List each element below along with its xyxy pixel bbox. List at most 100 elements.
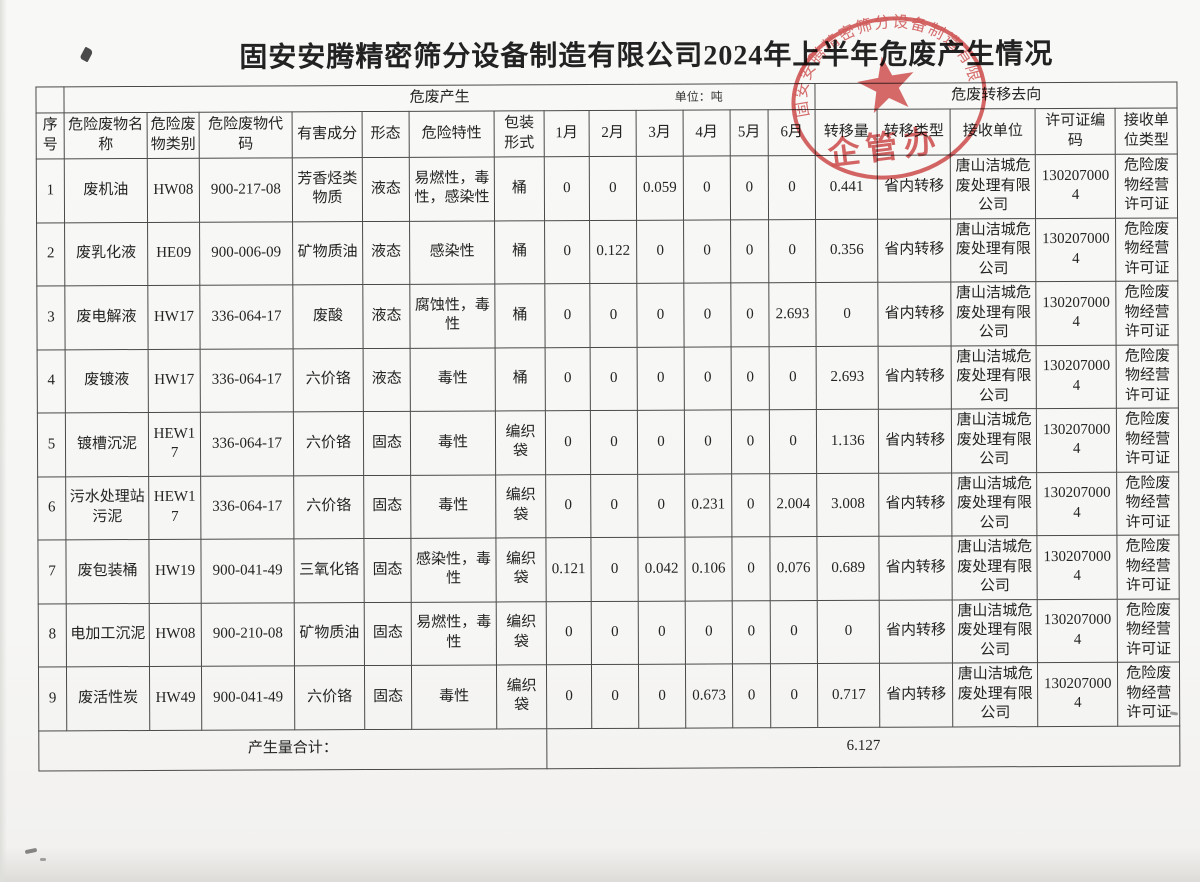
table-cell: 毒性 bbox=[410, 347, 496, 412]
table-cell: 0 bbox=[815, 282, 879, 347]
table-cell: 桶 bbox=[494, 220, 545, 284]
table-cell: 六价铬 bbox=[293, 411, 364, 476]
table-cell: 0 bbox=[637, 473, 685, 538]
column-header: 包装形式 bbox=[494, 110, 545, 157]
table-cell: 省内转移 bbox=[879, 662, 953, 727]
column-header: 有害成分 bbox=[292, 111, 363, 158]
table-row: 2 废乳化液 HE09 900-006-09 矿物质油 液态 感染性桶 0 0.122 0 0 0 0 0… bbox=[36, 217, 1179, 286]
table-cell: HE09 bbox=[147, 221, 200, 286]
table-cell: 毒性 bbox=[410, 410, 496, 475]
table-cell: 0 bbox=[730, 219, 769, 283]
table-cell: 废酸 bbox=[292, 284, 364, 349]
table-cell: 芳香烃类物质 bbox=[292, 157, 363, 222]
table-cell: 编织袋 bbox=[495, 537, 547, 602]
table-cell: 1.136 bbox=[816, 409, 879, 474]
table-cell: 3 bbox=[36, 285, 66, 350]
table-cell: 唐山洁城危废处理有限公司 bbox=[950, 218, 1036, 282]
column-header: 危险特性 bbox=[409, 110, 495, 158]
table-cell: 省内转移 bbox=[878, 408, 952, 473]
table-cell: 省内转移 bbox=[877, 281, 952, 346]
table-cell: 三氧化铬 bbox=[293, 538, 365, 603]
table-cell: 0 bbox=[769, 346, 817, 410]
table-cell: 3.008 bbox=[816, 472, 880, 537]
table-cell: 0 bbox=[684, 409, 732, 474]
table-cell: 六价铬 bbox=[293, 348, 364, 412]
total-value: 6.127 bbox=[546, 725, 1181, 769]
table-cell: 六价铬 bbox=[293, 475, 364, 539]
table-cell: 编织袋 bbox=[495, 474, 546, 538]
transfer-band-cell: 危废转移去向 bbox=[815, 81, 1178, 110]
table-cell: 4 bbox=[37, 349, 66, 413]
column-header: 1月 bbox=[544, 110, 590, 157]
table-cell: 0 bbox=[730, 155, 769, 220]
table-cell: 0 bbox=[731, 536, 771, 601]
unit-label: 单位：吨 bbox=[674, 89, 723, 104]
total-label: 产生量合计： bbox=[38, 728, 547, 771]
table-cell: 腐蚀性，毒性 bbox=[409, 283, 496, 348]
table-cell: 固态 bbox=[364, 665, 412, 730]
table-cell: 0.717 bbox=[817, 663, 880, 728]
column-header: 接收单位 bbox=[950, 108, 1036, 155]
table-cell: 省内转移 bbox=[878, 345, 952, 410]
table-cell: 6 bbox=[37, 476, 66, 540]
table-cell: 2.693 bbox=[816, 345, 879, 410]
table-cell: 0 bbox=[544, 220, 590, 284]
table-cell: 900-041-49 bbox=[200, 538, 295, 603]
table-cell: 0.106 bbox=[684, 536, 733, 601]
column-header: 许可证编码 bbox=[1035, 108, 1116, 155]
table-cell: 0.356 bbox=[815, 218, 878, 283]
table-cell: 编织袋 bbox=[495, 410, 546, 475]
table-cell: 1 bbox=[36, 158, 65, 223]
table-cell: 0 bbox=[731, 346, 770, 410]
table-cell: 900-006-09 bbox=[199, 221, 293, 286]
table-cell: HW17 bbox=[147, 285, 201, 349]
table-cell: HEW17 bbox=[148, 475, 201, 540]
header-row: 序号 危险废物名称 危险废物类别 危险废物代码 有害成分 形态 危险特性 包装形式 1月 2月 3月… bbox=[36, 107, 1178, 159]
table-cell: 唐山洁城危废处理有限公司 bbox=[951, 408, 1037, 473]
column-header: 危险废物代码 bbox=[199, 111, 293, 159]
table-cell: HW19 bbox=[148, 539, 202, 603]
table-cell: HW08 bbox=[149, 602, 202, 667]
table-cell: 0.231 bbox=[684, 473, 732, 538]
table-cell: 易燃性，毒性，感染性 bbox=[409, 156, 495, 221]
table-cell: 危险废物经营许可证 bbox=[1116, 407, 1179, 472]
table-cell: 0 bbox=[817, 599, 880, 664]
table-cell: 液态 bbox=[362, 157, 410, 222]
table-cell: 0 bbox=[636, 283, 685, 347]
table-cell: 0.441 bbox=[815, 155, 878, 220]
table-cell: 0 bbox=[545, 410, 591, 475]
column-header: 危险废物名称 bbox=[64, 112, 148, 159]
table-cell: 桶 bbox=[495, 347, 546, 411]
table-cell: 省内转移 bbox=[879, 535, 953, 600]
table-row: 1 废机油 HW08 900-217-08 芳香烃类物质 液态 易燃性，毒性，感染性桶 0 0 0… bbox=[36, 153, 1178, 223]
table-cell: HW17 bbox=[148, 348, 201, 413]
table-cell: 1302070004 bbox=[1037, 598, 1118, 663]
table-cell: 0 bbox=[683, 155, 731, 220]
table-cell: 液态 bbox=[362, 220, 410, 285]
table-cell: 唐山洁城危废处理有限公司 bbox=[952, 662, 1038, 727]
table-cell: 0 bbox=[546, 664, 592, 729]
table-cell: HEW17 bbox=[148, 412, 201, 476]
table-cell: 危险废物经营许可证 bbox=[1116, 344, 1179, 409]
table-cell: 危险废物经营许可证 bbox=[1117, 534, 1180, 599]
table-cell: 0 bbox=[638, 664, 686, 728]
table-cell: 0 bbox=[545, 347, 591, 411]
table-row: 4 废镀液 HW17 336-064-17 六价铬 液态 毒性桶 0 0 0 0 0 0 2.693 省内转… bbox=[37, 344, 1179, 413]
table-cell: 镀槽沉泥 bbox=[65, 412, 149, 477]
table-cell: 0 bbox=[637, 410, 685, 474]
table-cell: 感染性 bbox=[409, 220, 495, 285]
table-cell: 1302070004 bbox=[1036, 344, 1117, 409]
table-cell: 唐山洁城危废处理有限公司 bbox=[952, 599, 1038, 663]
table-cell: 0 bbox=[768, 219, 816, 283]
table-cell: 0 bbox=[638, 600, 686, 665]
column-header: 转移类型 bbox=[877, 108, 951, 156]
table-row: 3 废电解液 HW17 336-064-17 废酸 液态 腐蚀性，毒性桶 0 0 0 0 0 2.693… bbox=[36, 280, 1179, 350]
table-cell: 0 bbox=[590, 410, 638, 475]
table-row: 6 污水处理站污泥 HEW17 336-064-17 六价铬 固态 毒性 编织袋 0 0 0 0.23… bbox=[37, 471, 1180, 540]
table-cell: 1302070004 bbox=[1037, 662, 1118, 727]
column-header: 3月 bbox=[636, 110, 684, 157]
production-band-cell: 危废产生 单位：吨 bbox=[63, 83, 816, 113]
table-cell: 省内转移 bbox=[879, 599, 953, 664]
table-cell: 固态 bbox=[363, 474, 411, 539]
table-cell: 0 bbox=[770, 600, 818, 664]
